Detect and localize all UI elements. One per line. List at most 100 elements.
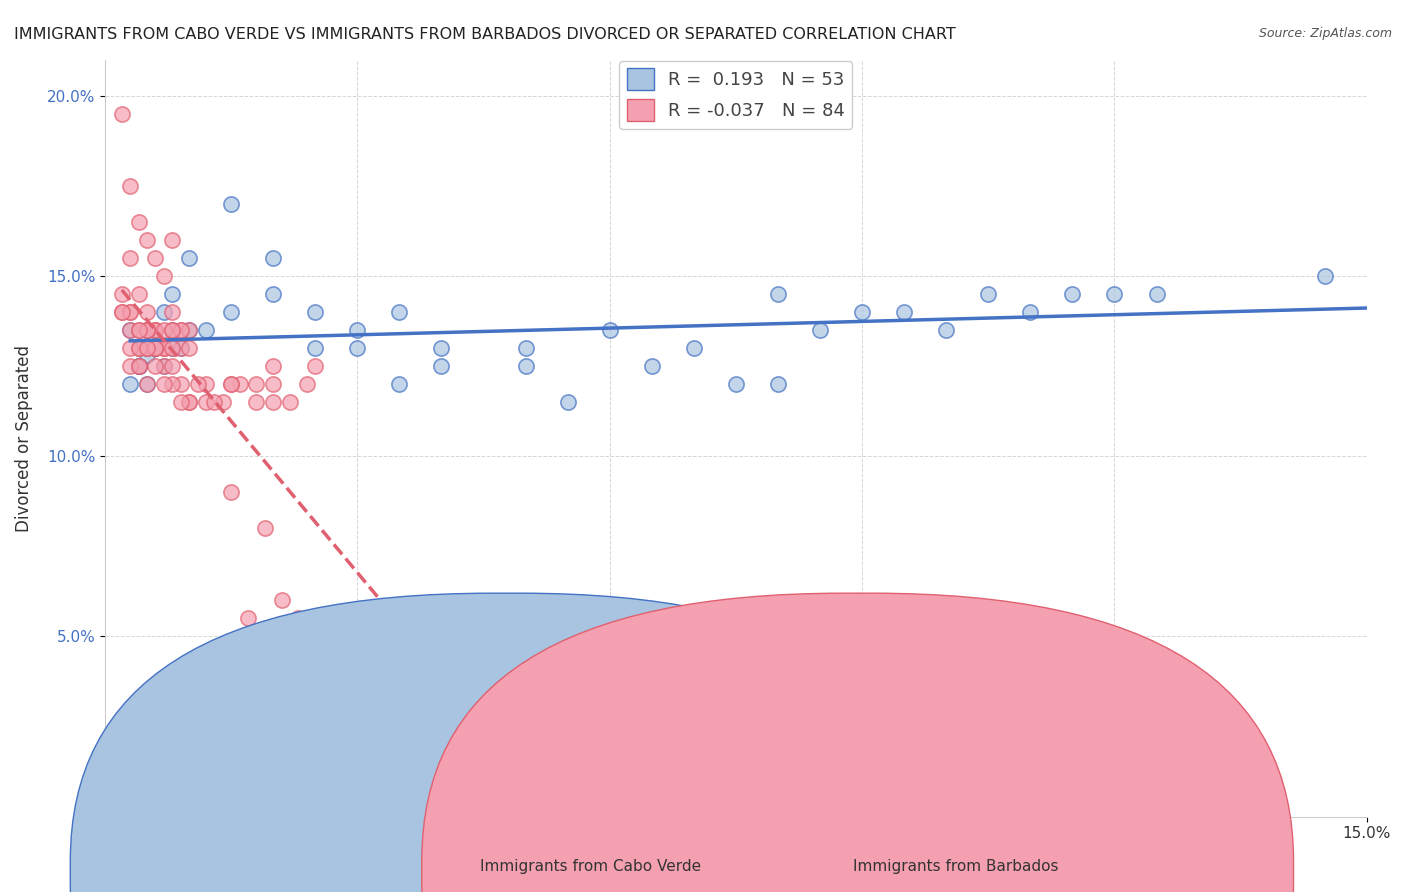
- Point: [162, 323, 184, 337]
- Point: [162, 341, 184, 355]
- Point: [321, 683, 343, 698]
- Point: [145, 341, 167, 355]
- Point: [162, 286, 184, 301]
- Point: [136, 341, 159, 355]
- Point: [136, 323, 159, 337]
- Point: [136, 233, 159, 247]
- Y-axis label: Divorced or Separated: Divorced or Separated: [15, 344, 32, 532]
- Point: [557, 395, 579, 409]
- Point: [893, 305, 915, 319]
- Point: [120, 359, 142, 373]
- Point: [262, 377, 284, 392]
- Point: [136, 305, 159, 319]
- Point: [162, 377, 184, 392]
- Point: [270, 593, 292, 607]
- Point: [145, 341, 167, 355]
- Point: [153, 359, 176, 373]
- Point: [162, 359, 184, 373]
- Point: [128, 341, 150, 355]
- Point: [170, 341, 193, 355]
- Text: Source: ZipAtlas.com: Source: ZipAtlas.com: [1258, 27, 1392, 40]
- Point: [1062, 286, 1084, 301]
- Point: [194, 377, 217, 392]
- Point: [253, 521, 276, 535]
- Point: [430, 341, 453, 355]
- Point: [111, 305, 134, 319]
- Point: [295, 377, 318, 392]
- Point: [515, 341, 537, 355]
- Point: [153, 377, 176, 392]
- Point: [128, 359, 150, 373]
- Point: [145, 341, 167, 355]
- Point: [179, 323, 201, 337]
- Point: [211, 395, 233, 409]
- Point: [304, 359, 326, 373]
- Point: [136, 323, 159, 337]
- Point: [136, 377, 159, 392]
- Point: [186, 377, 208, 392]
- Point: [128, 286, 150, 301]
- Point: [170, 323, 193, 337]
- Point: [136, 348, 159, 362]
- Point: [194, 395, 217, 409]
- Point: [388, 305, 411, 319]
- Point: [219, 485, 242, 500]
- Point: [1313, 268, 1336, 283]
- Point: [145, 341, 167, 355]
- Point: [153, 341, 176, 355]
- Point: [153, 268, 176, 283]
- Point: [262, 359, 284, 373]
- Point: [1146, 286, 1168, 301]
- Point: [194, 323, 217, 337]
- Point: [145, 341, 167, 355]
- Point: [245, 377, 267, 392]
- Point: [128, 359, 150, 373]
- Point: [120, 305, 142, 319]
- Point: [128, 359, 150, 373]
- Point: [304, 305, 326, 319]
- Point: [111, 286, 134, 301]
- Point: [682, 341, 704, 355]
- Point: [219, 377, 242, 392]
- Point: [430, 359, 453, 373]
- Point: [245, 395, 267, 409]
- Point: [935, 323, 957, 337]
- Point: [120, 377, 142, 392]
- Point: [388, 377, 411, 392]
- Point: [179, 323, 201, 337]
- Point: [120, 251, 142, 265]
- Point: [136, 341, 159, 355]
- Point: [262, 286, 284, 301]
- Point: [851, 305, 873, 319]
- Point: [304, 665, 326, 680]
- Point: [219, 196, 242, 211]
- Point: [162, 323, 184, 337]
- Point: [128, 359, 150, 373]
- Point: [136, 341, 159, 355]
- Point: [228, 377, 250, 392]
- Point: [724, 377, 747, 392]
- Point: [153, 341, 176, 355]
- Point: [202, 395, 225, 409]
- Point: [278, 395, 301, 409]
- Point: [153, 323, 176, 337]
- Point: [1019, 305, 1042, 319]
- Text: Immigrants from Cabo Verde: Immigrants from Cabo Verde: [479, 859, 702, 874]
- Point: [515, 359, 537, 373]
- Point: [162, 305, 184, 319]
- Point: [145, 341, 167, 355]
- Point: [262, 395, 284, 409]
- Point: [346, 323, 368, 337]
- Point: [179, 395, 201, 409]
- Point: [120, 178, 142, 193]
- Point: [219, 377, 242, 392]
- Text: Immigrants from Barbados: Immigrants from Barbados: [853, 859, 1059, 874]
- Point: [766, 377, 789, 392]
- Point: [120, 305, 142, 319]
- Point: [1104, 286, 1126, 301]
- Point: [236, 611, 259, 625]
- Point: [145, 359, 167, 373]
- Point: [120, 341, 142, 355]
- Point: [128, 215, 150, 229]
- Point: [145, 323, 167, 337]
